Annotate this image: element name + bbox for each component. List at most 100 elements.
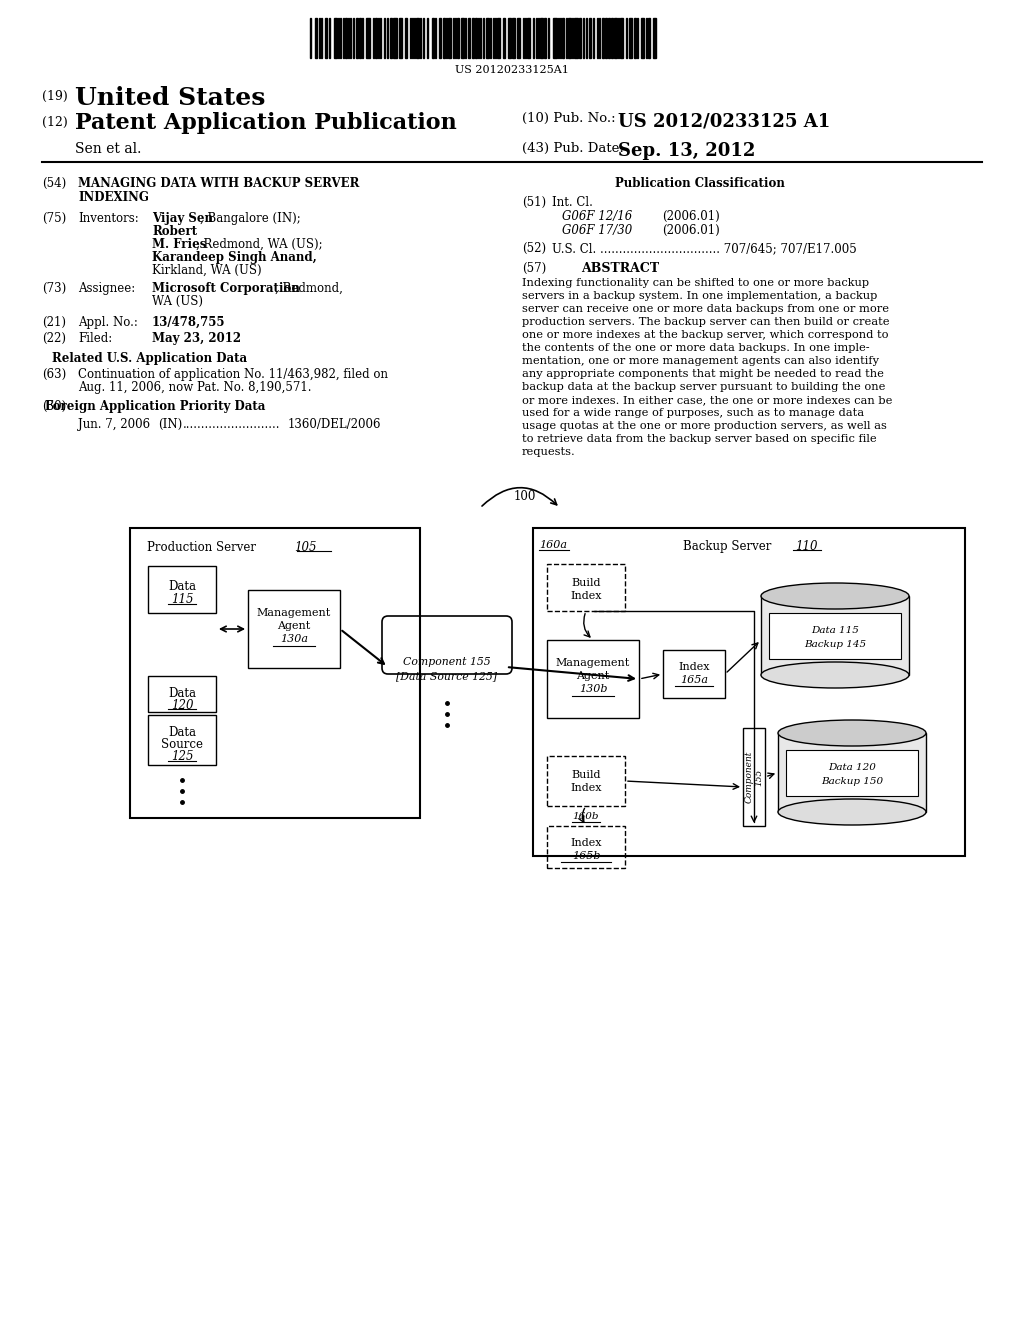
Bar xyxy=(562,18,564,58)
Text: (19): (19) xyxy=(42,90,68,103)
Bar xyxy=(399,18,402,58)
Text: (30): (30) xyxy=(42,400,67,413)
Text: 160a: 160a xyxy=(539,540,567,550)
Text: Vijay Sen: Vijay Sen xyxy=(152,213,213,224)
Text: the contents of the one or more data backups. In one imple-: the contents of the one or more data bac… xyxy=(522,343,869,352)
Bar xyxy=(356,18,358,58)
Bar xyxy=(475,18,477,58)
Text: Build: Build xyxy=(571,578,601,587)
Text: WA (US): WA (US) xyxy=(152,294,203,308)
Text: 135: 135 xyxy=(825,628,845,638)
Text: Backup Server: Backup Server xyxy=(683,540,775,553)
Text: Int. Cl.: Int. Cl. xyxy=(552,195,593,209)
Text: (73): (73) xyxy=(42,282,67,294)
Bar xyxy=(540,18,543,58)
Bar xyxy=(508,18,511,58)
Text: ABSTRACT: ABSTRACT xyxy=(581,261,659,275)
Bar xyxy=(786,750,918,796)
Bar xyxy=(641,18,644,58)
Text: (IN): (IN) xyxy=(158,418,182,432)
Text: Backup 150: Backup 150 xyxy=(821,777,883,785)
Text: any appropriate components that might be needed to read the: any appropriate components that might be… xyxy=(522,370,884,379)
Text: Karandeep Singh Anand,: Karandeep Singh Anand, xyxy=(152,251,316,264)
Bar xyxy=(634,18,636,58)
Bar xyxy=(148,715,216,766)
Bar xyxy=(620,18,623,58)
Text: Jun. 7, 2006: Jun. 7, 2006 xyxy=(78,418,151,432)
Text: US 20120233125A1: US 20120233125A1 xyxy=(455,65,569,75)
Bar xyxy=(605,18,607,58)
Text: Index: Index xyxy=(570,838,602,847)
Text: Sep. 13, 2012: Sep. 13, 2012 xyxy=(618,143,756,160)
Text: 105: 105 xyxy=(295,541,317,554)
Text: ..........................: .......................... xyxy=(183,418,281,432)
Text: Data: Data xyxy=(168,726,196,739)
Bar xyxy=(568,18,571,58)
Text: production servers. The backup server can then build or create: production servers. The backup server ca… xyxy=(522,317,890,327)
Text: Robert: Robert xyxy=(152,224,198,238)
Bar xyxy=(406,18,407,58)
Text: United States: United States xyxy=(75,86,265,110)
Text: or more indexes. In either case, the one or more indexes can be: or more indexes. In either case, the one… xyxy=(522,395,892,405)
Text: 120: 120 xyxy=(171,700,194,711)
Bar xyxy=(547,640,639,718)
Text: 1360/DEL/2006: 1360/DEL/2006 xyxy=(288,418,382,432)
Text: INDEXING: INDEXING xyxy=(78,191,148,205)
Text: Data 120: Data 120 xyxy=(828,763,876,772)
Bar xyxy=(517,18,520,58)
Bar xyxy=(547,756,625,807)
Bar xyxy=(148,566,216,612)
Text: Publication Classification: Publication Classification xyxy=(615,177,785,190)
Bar xyxy=(629,18,632,58)
Text: , Bangalore (IN);: , Bangalore (IN); xyxy=(200,213,304,224)
Bar xyxy=(608,18,610,58)
Text: 160b: 160b xyxy=(572,812,599,821)
Text: (52): (52) xyxy=(522,242,546,255)
Text: 13/478,755: 13/478,755 xyxy=(152,315,225,329)
Text: servers in a backup system. In one implementation, a backup: servers in a backup system. In one imple… xyxy=(522,290,878,301)
Text: Indexing functionality can be shifted to one or more backup: Indexing functionality can be shifted to… xyxy=(522,279,869,288)
Bar xyxy=(148,676,216,711)
Ellipse shape xyxy=(761,663,909,688)
Text: 165b: 165b xyxy=(571,851,600,861)
Text: U.S. Cl. ................................ 707/645; 707/E17.005: U.S. Cl. ...............................… xyxy=(552,242,857,255)
Text: (43) Pub. Date:: (43) Pub. Date: xyxy=(522,143,624,154)
Bar xyxy=(653,18,656,58)
Text: used for a wide range of purposes, such as to manage data: used for a wide range of purposes, such … xyxy=(522,408,864,418)
Bar xyxy=(375,18,377,58)
Text: Assignee:: Assignee: xyxy=(78,282,135,294)
Bar xyxy=(611,18,613,58)
Text: requests.: requests. xyxy=(522,447,575,457)
Text: Microsoft Corporation: Microsoft Corporation xyxy=(152,282,300,294)
Text: Aug. 11, 2006, now Pat. No. 8,190,571.: Aug. 11, 2006, now Pat. No. 8,190,571. xyxy=(78,381,311,393)
Text: (54): (54) xyxy=(42,177,67,190)
Bar xyxy=(461,18,464,58)
Text: (21): (21) xyxy=(42,315,66,329)
Bar xyxy=(449,18,451,58)
Text: US 2012/0233125 A1: US 2012/0233125 A1 xyxy=(618,112,830,129)
Text: (51): (51) xyxy=(522,195,546,209)
Bar xyxy=(614,18,617,58)
Text: (2006.01): (2006.01) xyxy=(662,210,720,223)
Bar xyxy=(366,18,370,58)
Bar xyxy=(574,18,578,58)
Text: (10) Pub. No.:: (10) Pub. No.: xyxy=(522,112,615,125)
Text: one or more indexes at the backup server, which correspond to: one or more indexes at the backup server… xyxy=(522,330,889,341)
Text: Patent Application Publication: Patent Application Publication xyxy=(75,112,457,135)
Ellipse shape xyxy=(761,583,909,609)
Bar xyxy=(553,18,557,58)
Text: Index: Index xyxy=(570,783,602,793)
Text: Appl. No.:: Appl. No.: xyxy=(78,315,138,329)
Bar xyxy=(416,18,419,58)
Bar xyxy=(503,18,505,58)
Text: Filed:: Filed: xyxy=(78,333,113,345)
Bar xyxy=(512,18,515,58)
Bar xyxy=(589,18,591,58)
Bar xyxy=(345,18,347,58)
Text: Index: Index xyxy=(570,591,602,601)
Text: Agent: Agent xyxy=(577,671,609,681)
Bar xyxy=(468,18,470,58)
Bar xyxy=(248,590,340,668)
Bar xyxy=(393,18,397,58)
Ellipse shape xyxy=(778,719,926,746)
